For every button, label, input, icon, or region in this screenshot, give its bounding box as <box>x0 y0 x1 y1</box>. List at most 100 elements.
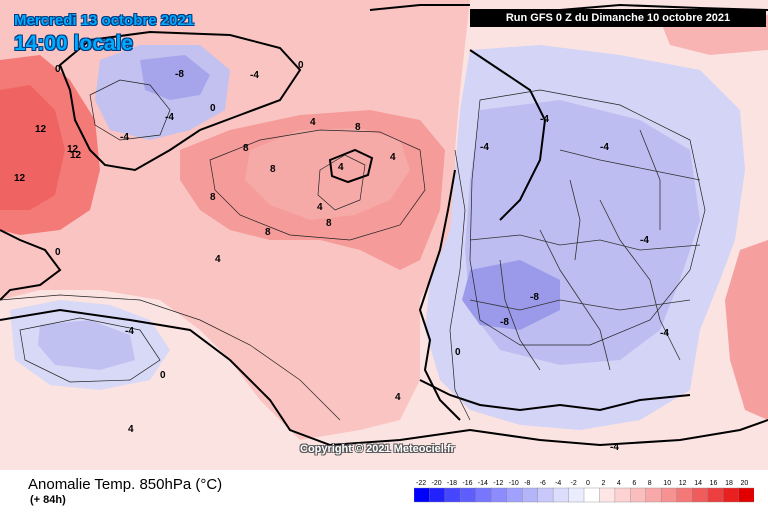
legend-color-swatch <box>738 487 754 503</box>
coastline-greenland <box>58 30 302 172</box>
contour-label: 8 <box>270 164 276 175</box>
legend-color-swatch <box>506 487 523 503</box>
legend-tick-label: -12 <box>493 480 503 487</box>
coastlines <box>0 3 768 447</box>
contour-label: 0 <box>298 60 304 71</box>
model-run-info: Run GFS 0 Z du Dimanche 10 octobre 2021 <box>470 9 766 27</box>
contour-label: -4 <box>480 142 489 153</box>
legend-tick-label: 18 <box>725 480 733 487</box>
contour-label: -4 <box>165 112 174 123</box>
coastline-north-america <box>0 229 62 301</box>
contour-label: 0 <box>160 370 166 381</box>
legend-tick-labels: -22 -20 -18 -16 -14 -12 -10 -8 -6 -4 -2 0 2 4 6 8 10 12 14… <box>416 480 748 487</box>
contour-label: -8 <box>500 317 509 328</box>
legend-color-swatch <box>722 487 740 503</box>
contour-label: 8 <box>210 192 216 203</box>
contour-line <box>469 89 706 346</box>
contour-label: -4 <box>600 142 609 153</box>
contour-label: 12 <box>35 124 47 135</box>
legend-color-swatch <box>676 487 693 503</box>
variable-title: Anomalie Temp. 850hPa (°C) <box>28 476 223 493</box>
legend-tick-label: 16 <box>710 480 718 487</box>
contour-label: 0 <box>210 103 216 114</box>
contour-label: -4 <box>120 132 129 143</box>
contour-label: 0 <box>55 247 61 258</box>
cool-anomaly-europe-core <box>462 260 560 330</box>
cool-anomaly-southwest-core <box>38 320 135 370</box>
legend-color-swatch <box>614 487 631 503</box>
legend-tick-label: 14 <box>694 480 702 487</box>
contour-label: -4 <box>610 442 619 453</box>
temperature-anomaly-map: 12 12 12 12 0 0 0 0 -8 -4 -4 -4 4 4 4 8 … <box>0 0 768 470</box>
contour-labels: 12 12 12 12 0 0 0 0 -8 -4 -4 -4 4 4 4 8 … <box>14 60 669 453</box>
legend-tick-label: -2 <box>571 480 577 487</box>
border-line <box>559 149 701 181</box>
contour-label: -8 <box>175 69 184 80</box>
contour-line <box>19 317 161 383</box>
contour-label: -4 <box>660 328 669 339</box>
contour-label: 4 <box>390 152 396 163</box>
legend-color-swatch <box>429 487 446 503</box>
contour-label: 4 <box>215 254 221 265</box>
legend-color-swatch <box>460 487 477 503</box>
contour-label: 8 <box>265 227 271 238</box>
legend-tick-label: -10 <box>509 480 519 487</box>
border-line <box>469 299 691 311</box>
legend-tick-label: 0 <box>586 480 590 487</box>
forecast-local-time: 14:00 locale <box>14 32 134 55</box>
legend-color-swatch <box>475 487 492 503</box>
legend-tick-label: 20 <box>741 480 749 487</box>
copyright-notice: Copyright © 2021 Meteociel.fr <box>300 443 455 455</box>
contour-label: 4 <box>310 117 316 128</box>
coastline-western-europe <box>418 169 461 421</box>
legend-tick-label: -6 <box>540 480 546 487</box>
contour-line <box>0 294 341 421</box>
contour-label: 4 <box>317 202 323 213</box>
legend-tick-label: -14 <box>478 480 488 487</box>
contour-line <box>317 154 366 211</box>
contour-line <box>209 129 426 241</box>
warm-anomaly-east-edge <box>725 240 768 420</box>
contour-line <box>89 79 171 141</box>
legend-color-swatch <box>521 487 539 503</box>
border-line <box>639 129 661 230</box>
contour-label: -8 <box>530 292 539 303</box>
warm-anomaly-core-left-inner <box>0 85 65 210</box>
contour-label: 8 <box>326 218 332 229</box>
contour-label: -4 <box>540 114 549 125</box>
legend-tick-label: 2 <box>602 480 606 487</box>
legend-tick-label: 12 <box>679 480 687 487</box>
contour-label: 8 <box>243 143 249 154</box>
border-line <box>469 234 701 251</box>
legend-tick-label: 4 <box>617 480 621 487</box>
legend-tick-label: -4 <box>555 480 561 487</box>
legend-color-swatch <box>630 487 647 503</box>
lead-time: (+ 84h) <box>30 494 66 506</box>
contour-line <box>449 149 471 421</box>
legend-color-swatch <box>599 487 616 503</box>
contour-label: 8 <box>355 122 361 133</box>
forecast-date: Mercredi 13 octobre 2021 <box>14 12 195 29</box>
contour-label: -4 <box>250 70 259 81</box>
legend-color-swatch <box>414 487 431 503</box>
legend-color-swatch <box>645 487 662 503</box>
legend-tick-label: -16 <box>462 480 472 487</box>
warm-anomaly-inner-atlantic <box>245 128 410 220</box>
contour-label: -4 <box>640 235 649 246</box>
anomaly-contours <box>0 79 706 421</box>
legend-swatches <box>414 487 754 503</box>
legend-color-swatch <box>537 487 554 503</box>
legend-color-swatch <box>568 487 585 503</box>
border-line <box>539 229 611 371</box>
legend-color-swatch <box>707 487 724 503</box>
color-scale-legend: -22 -20 -18 -16 -14 -12 -10 -8 -6 -4 -2 0 2 4 6 8 10 12 14… <box>414 480 754 503</box>
coastline-mediterranean-south <box>419 379 691 412</box>
legend-color-swatch <box>491 487 508 503</box>
country-borders <box>469 129 701 371</box>
legend-color-swatch <box>661 487 678 503</box>
legend-color-swatch <box>583 487 601 503</box>
contour-label: 4 <box>128 424 134 435</box>
legend-tick-label: -20 <box>432 480 442 487</box>
legend-tick-label: -18 <box>447 480 457 487</box>
coastline-iceland <box>328 148 374 184</box>
